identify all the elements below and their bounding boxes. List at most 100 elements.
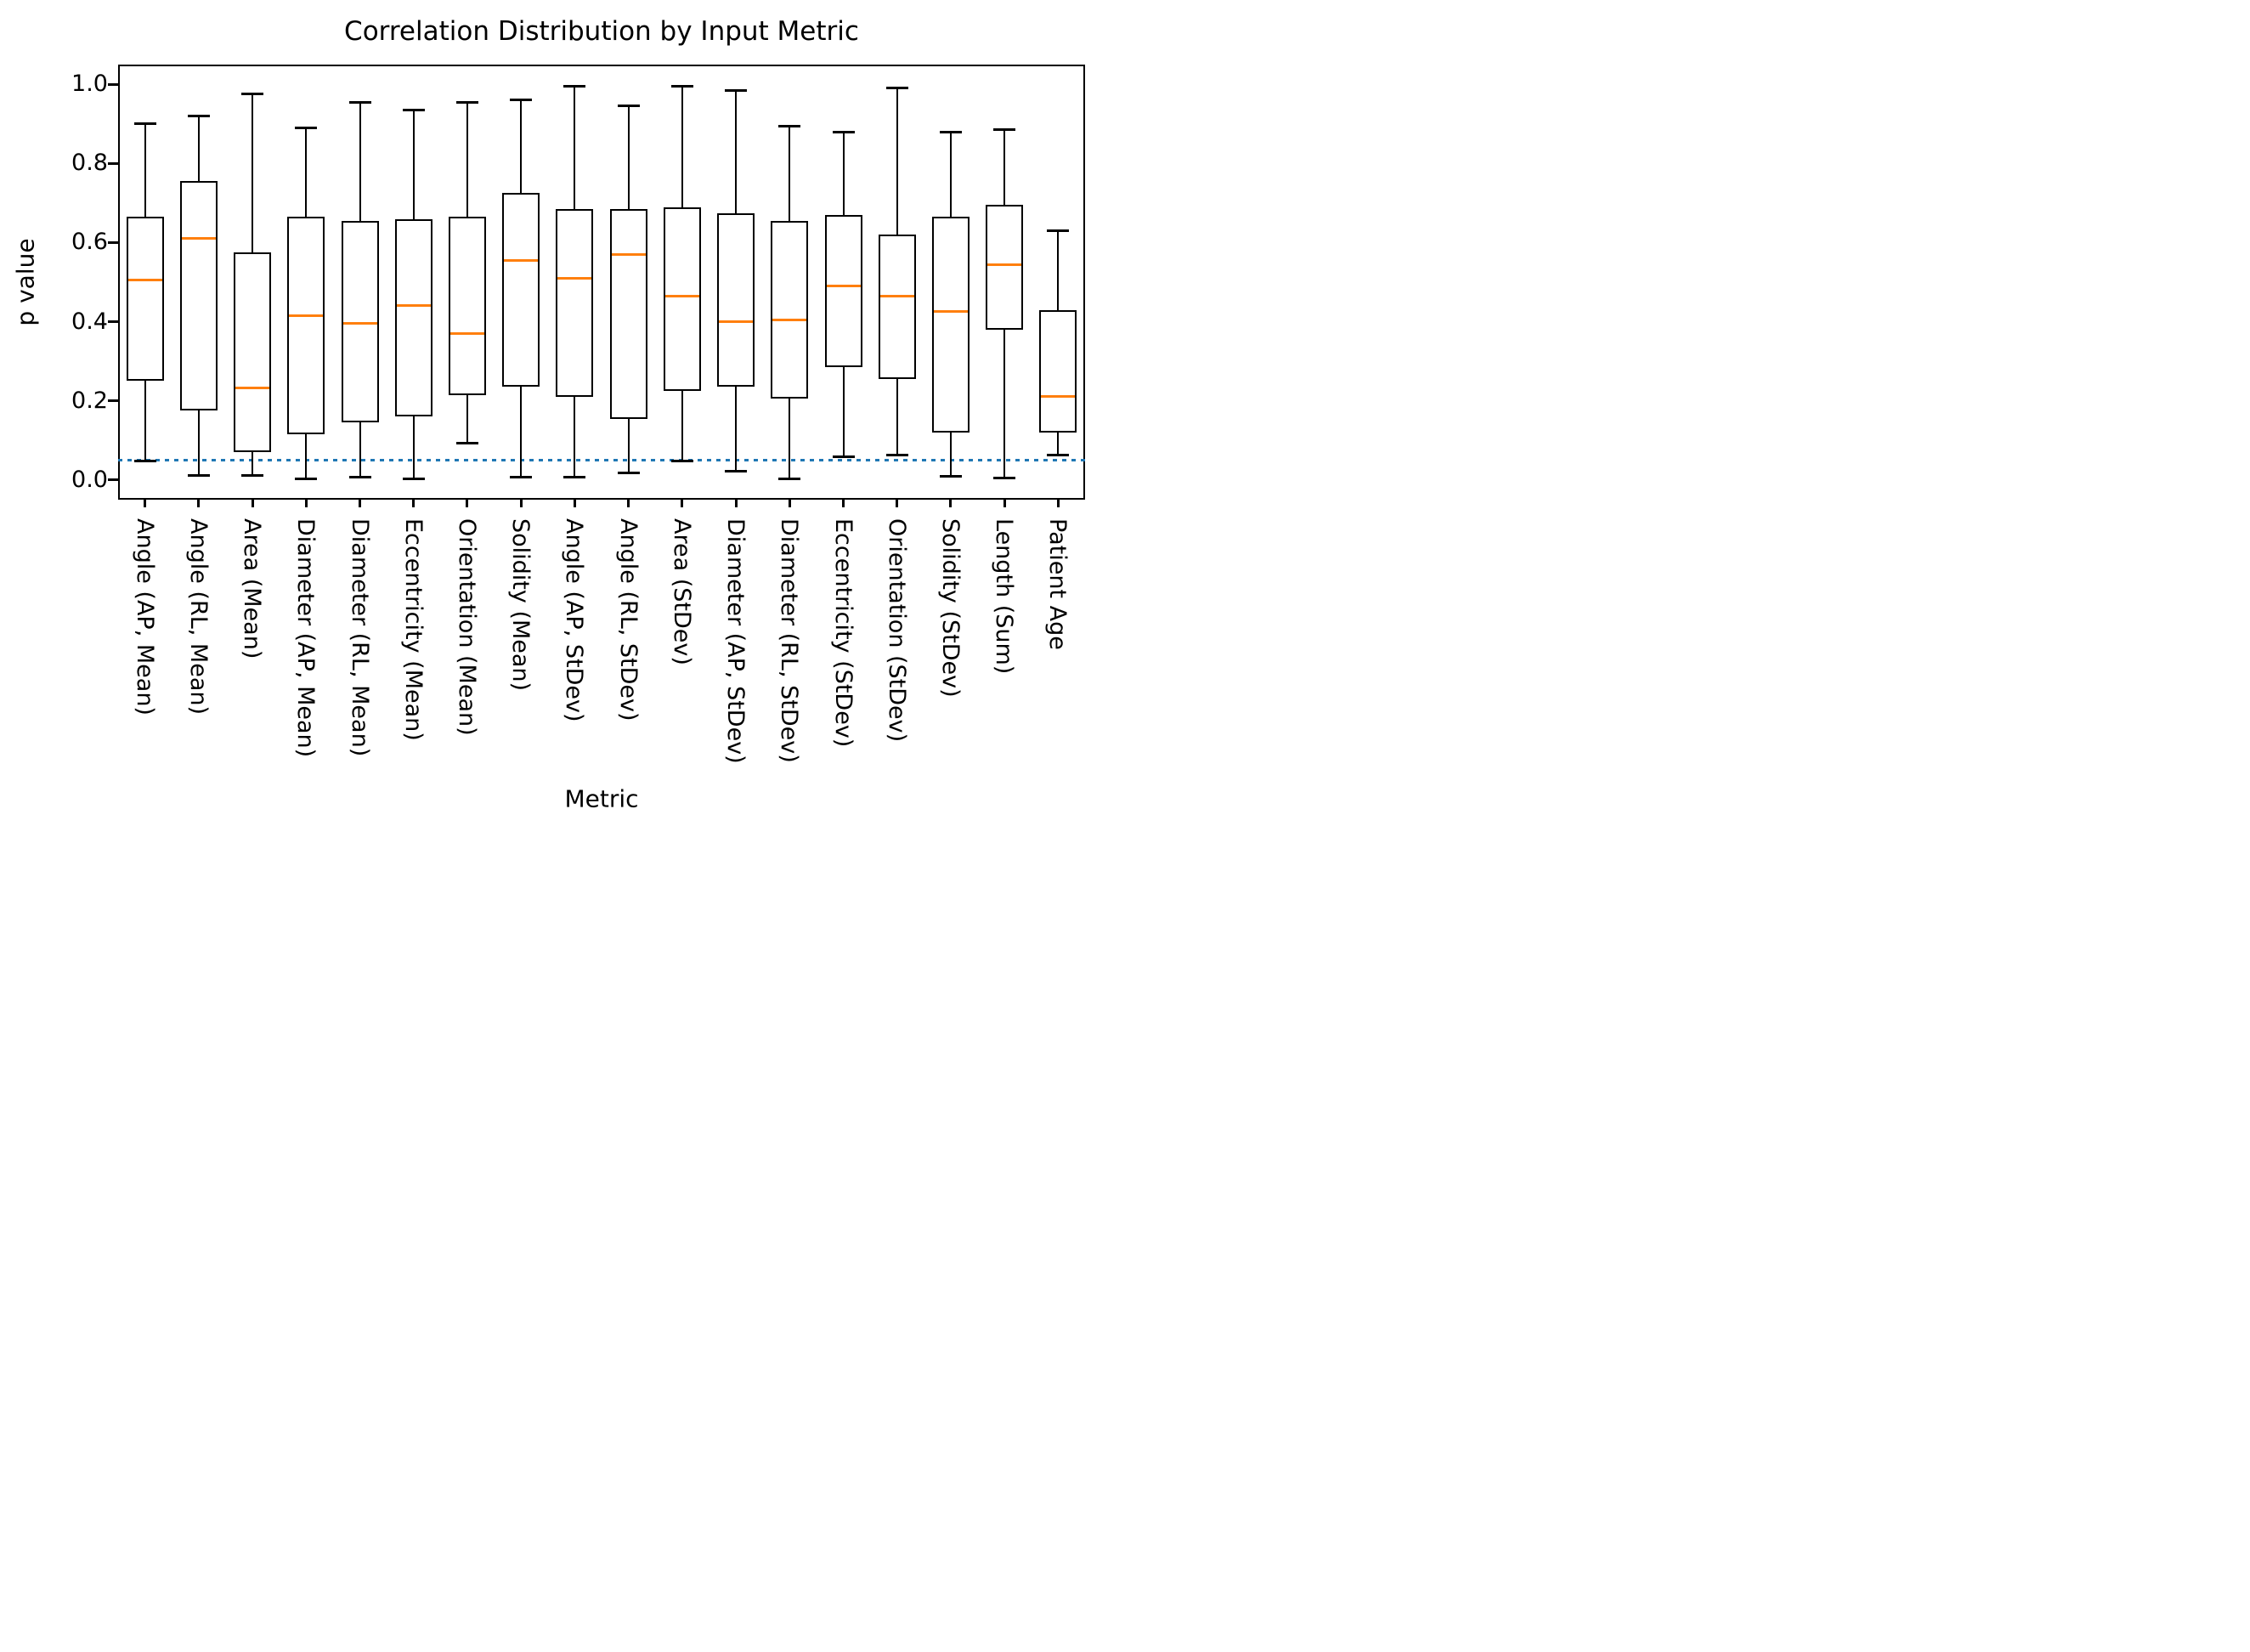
y-tick-label: 0.0 <box>71 466 108 493</box>
x-tick <box>896 500 899 507</box>
lower-whisker <box>144 381 146 461</box>
median-line <box>127 279 162 282</box>
lower-whisker <box>466 394 468 444</box>
upper-whisker-cap <box>725 88 748 92</box>
upper-whisker <box>466 102 468 218</box>
lower-whisker <box>681 391 683 461</box>
box <box>448 217 486 395</box>
x-tick <box>412 500 416 507</box>
lower-whisker <box>735 387 738 472</box>
median-line <box>449 332 484 335</box>
upper-whisker-cap <box>455 100 478 104</box>
lower-whisker <box>359 422 361 477</box>
box <box>179 181 218 411</box>
x-tick <box>466 500 469 507</box>
lower-whisker-cap <box>778 477 801 480</box>
upper-whisker-cap <box>510 99 533 102</box>
lower-whisker <box>574 396 576 477</box>
x-tick-label: Angle (AP, StDev) <box>561 518 588 722</box>
x-tick <box>359 500 361 507</box>
y-tick-label: 0.6 <box>71 229 108 256</box>
median-line <box>611 252 646 256</box>
plot-area <box>118 65 1085 500</box>
upper-whisker <box>1003 129 1006 206</box>
upper-whisker <box>681 86 683 207</box>
y-tick <box>108 320 118 324</box>
box <box>663 206 701 391</box>
upper-whisker-cap <box>402 109 425 112</box>
upper-whisker <box>574 86 576 209</box>
x-tick-label: Eccentricity (StDev) <box>829 518 856 748</box>
box <box>287 217 325 435</box>
x-tick <box>197 500 201 507</box>
upper-whisker <box>1057 230 1060 310</box>
x-tick-label: Diameter (AP, Mean) <box>292 518 319 758</box>
y-tick <box>108 161 118 165</box>
upper-whisker-cap <box>778 124 801 127</box>
lower-whisker <box>520 387 523 477</box>
chart-title: Correlation Distribution by Input Metric <box>344 16 859 47</box>
box <box>717 212 755 388</box>
x-tick <box>788 500 791 507</box>
x-tick-label: Angle (RL, StDev) <box>614 518 642 721</box>
box <box>234 252 272 453</box>
x-tick <box>251 500 254 507</box>
upper-whisker <box>789 126 791 221</box>
upper-whisker <box>949 132 952 218</box>
upper-whisker <box>627 105 630 209</box>
lower-whisker <box>252 452 254 476</box>
lower-whisker-cap <box>241 473 264 477</box>
upper-whisker <box>520 99 523 194</box>
upper-whisker-cap <box>617 105 640 108</box>
x-tick-label: Eccentricity (Mean) <box>399 518 427 741</box>
upper-whisker-cap <box>295 126 318 129</box>
y-tick <box>108 82 118 86</box>
lower-whisker <box>305 434 308 479</box>
lower-whisker <box>1003 329 1006 478</box>
y-tick-label: 0.4 <box>71 308 108 335</box>
median-line <box>235 387 270 390</box>
median-line <box>504 258 539 262</box>
lower-whisker <box>1057 432 1060 455</box>
median-line <box>664 294 699 297</box>
y-tick-label: 0.2 <box>71 387 108 414</box>
median-line <box>342 322 377 325</box>
x-tick <box>681 500 684 507</box>
box <box>556 208 594 397</box>
y-tick <box>108 399 118 403</box>
lower-whisker <box>197 410 200 476</box>
x-tick-label: Diameter (RL, StDev) <box>776 518 803 763</box>
box <box>502 193 540 388</box>
median-line <box>719 320 754 324</box>
lower-whisker-cap <box>993 476 1016 479</box>
x-tick <box>573 500 576 507</box>
lower-whisker-cap <box>885 454 908 457</box>
figure: Correlation Distribution by Input Metric… <box>0 0 1125 826</box>
box <box>931 217 970 433</box>
box <box>986 205 1024 330</box>
lower-whisker-cap <box>510 475 533 478</box>
median-line <box>879 294 914 297</box>
x-tick-label: Solidity (StDev) <box>936 518 964 698</box>
median-line <box>987 263 1022 266</box>
lower-whisker-cap <box>670 459 693 462</box>
x-tick-label: Orientation (Mean) <box>453 518 480 736</box>
x-tick <box>627 500 630 507</box>
upper-whisker <box>842 132 845 215</box>
x-tick-label: Length (Sum) <box>991 518 1018 675</box>
box <box>609 208 647 419</box>
lower-whisker <box>789 399 791 479</box>
x-tick-label: Area (Mean) <box>238 518 265 659</box>
lower-whisker-cap <box>939 474 962 478</box>
upper-whisker <box>144 123 146 218</box>
median-line <box>289 314 324 318</box>
lower-whisker-cap <box>348 475 371 478</box>
box <box>824 214 862 368</box>
y-tick <box>108 478 118 482</box>
upper-whisker <box>252 93 254 253</box>
x-tick-label: Angle (AP, Mean) <box>131 518 158 716</box>
upper-whisker-cap <box>348 100 371 104</box>
upper-whisker <box>359 102 361 221</box>
lower-whisker-cap <box>725 469 748 472</box>
x-tick <box>842 500 845 507</box>
